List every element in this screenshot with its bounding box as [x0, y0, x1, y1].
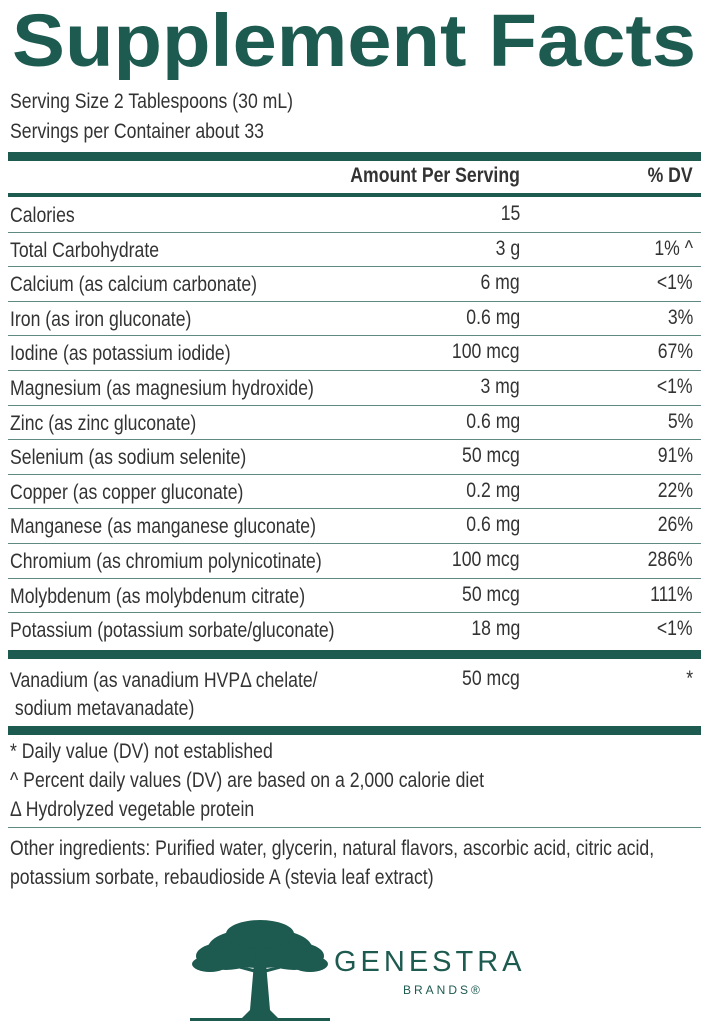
title-svg: Supplement Facts — [12, 0, 696, 80]
row-rule — [8, 439, 701, 441]
row-rule — [8, 335, 701, 337]
daily-value: <1% — [657, 375, 693, 398]
header-dv: % DV — [647, 164, 693, 187]
nutrient-name: Selenium (as sodium selenite) — [10, 446, 247, 470]
nutrient-name: Potassium (potassium sorbate/gluconate) — [10, 619, 335, 643]
title: Supplement Facts — [12, 0, 696, 80]
amount: 50 mcg — [462, 582, 520, 606]
row-rule — [8, 473, 701, 475]
header-amount: Amount Per Serving — [350, 164, 520, 187]
row-rule — [8, 612, 701, 614]
daily-value: 67% — [657, 340, 693, 364]
daily-value: <1% — [657, 617, 693, 641]
daily-value: 22% — [657, 478, 693, 502]
other-ingredients: Other ingredients: Purified water, glyce… — [10, 837, 655, 889]
nutrient-name: Vanadium (as vanadium HVPΔ chelate/ sodi… — [10, 669, 318, 720]
tree-logo — [190, 920, 330, 1021]
row-rule — [8, 231, 701, 233]
footnote: ^ Percent daily values (DV) are based on… — [10, 769, 485, 792]
nutrient-name: Iodine (as potassium iodide) — [10, 342, 231, 366]
amount: 3 mg — [480, 375, 520, 398]
row-rule — [8, 266, 701, 268]
daily-value: 26% — [657, 513, 693, 537]
nutrient-name: Magnesium (as magnesium hydroxide) — [10, 377, 314, 400]
rule — [8, 193, 701, 197]
nutrient-name: Total Carbohydrate — [10, 238, 160, 262]
thick-rule — [8, 726, 701, 735]
daily-value: 111% — [650, 582, 693, 606]
amount: 6 mg — [480, 271, 520, 295]
nutrient-name: Chromium (as chromium polynicotinate) — [10, 550, 322, 573]
footnote: Δ Hydrolyzed vegetable protein — [10, 798, 255, 821]
daily-value: * — [686, 667, 693, 690]
daily-value: <1% — [657, 271, 693, 295]
thick-rule — [8, 152, 701, 161]
serving-size: Serving Size 2 Tablespoons (30 mL) — [10, 90, 294, 113]
daily-value: 91% — [657, 444, 693, 468]
rule — [8, 827, 701, 828]
row-rule — [8, 577, 701, 579]
amount: 18 mg — [470, 617, 520, 641]
nutrient-name: Zinc (as zinc gluconate) — [10, 411, 197, 435]
thick-rule — [8, 650, 701, 659]
amount: 100 mcg — [452, 340, 520, 364]
amount: 0.2 mg — [466, 478, 520, 502]
daily-value: 286% — [647, 548, 693, 571]
nutrient-name: Calcium (as calcium carbonate) — [10, 273, 258, 297]
logo-sub: BRANDS® — [403, 983, 483, 997]
nutrient-name: Iron (as iron gluconate) — [10, 307, 192, 331]
nutrient-name: Copper (as copper gluconate) — [10, 480, 244, 504]
row-rule — [8, 300, 701, 302]
daily-value: 5% — [667, 409, 693, 433]
amount: 50 mcg — [462, 444, 520, 468]
amount: 15 — [500, 202, 520, 225]
footnote: * Daily value (DV) not established — [10, 740, 273, 763]
amount: 100 mcg — [452, 548, 520, 571]
row-rule — [8, 543, 701, 544]
amount: 0.6 mg — [466, 305, 520, 329]
nutrient-name: Manganese (as manganese gluconate) — [10, 515, 316, 539]
servings-per-container: Servings per Container about 33 — [10, 120, 264, 143]
amount: 0.6 mg — [466, 513, 520, 537]
amount: 50 mcg — [462, 667, 520, 690]
nutrient-name: Molybdenum (as molybdenum citrate) — [10, 584, 306, 608]
nutrient-name: Calories — [10, 204, 75, 227]
daily-value: 3% — [667, 305, 693, 329]
logo-name: GENESTRA — [334, 946, 526, 978]
row-rule — [8, 508, 701, 510]
row-rule — [8, 370, 701, 371]
amount: 3 g — [495, 236, 520, 260]
row-rule — [8, 404, 701, 406]
daily-value: 1% ^ — [654, 236, 693, 260]
amount: 0.6 mg — [466, 409, 520, 433]
